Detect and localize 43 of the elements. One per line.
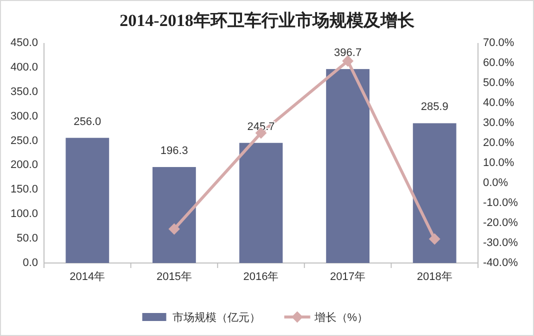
y2-tick-label: 40.0% (483, 97, 514, 109)
y2-tick-label: -30.0% (483, 237, 518, 249)
point (429, 234, 440, 244)
y2-tick-label: 10.0% (483, 157, 514, 169)
y-tick-label: 50.0 (16, 232, 38, 245)
x-tick-label: 2018年 (416, 271, 452, 283)
y2-tick-label: -10.0% (483, 197, 518, 209)
y-tick-label: 300.0 (10, 110, 38, 122)
bar (239, 142, 283, 263)
y-tick-label: 350.0 (10, 86, 38, 98)
y-tick-label: 450.0 (10, 37, 38, 49)
y2-tick-label: 50.0% (483, 77, 514, 89)
y-tick-label: 100.0 (10, 208, 38, 220)
point (342, 56, 354, 66)
y2-tick-label: 60.0% (483, 57, 514, 69)
data-label: 285.9 (420, 101, 448, 114)
y2-tick-label: 20.0% (483, 137, 514, 149)
y2-tick-label: -40.0% (483, 257, 518, 269)
y2-tick-label: 0.0% (483, 177, 508, 189)
x-tick-label: 2014年 (70, 271, 106, 283)
legend-label: 增长（%） (313, 311, 368, 324)
data-label: 256.0 (74, 116, 102, 128)
bar (412, 123, 456, 263)
y2-tick-label: 70.0% (483, 37, 514, 49)
y2-tick-label: -20.0% (483, 217, 518, 229)
legend-label: 市场规模（亿元） (172, 311, 260, 324)
x-tick-label: 2015年 (156, 271, 192, 283)
point (168, 224, 180, 234)
y-tick-label: 400.0 (10, 61, 38, 74)
chart-title: 2014-2018年环卫车行业市场规模及增长 (120, 11, 416, 30)
x-tick-label: 2016年 (243, 271, 279, 283)
y-tick-label: 0.0 (22, 257, 38, 269)
y-tick-label: 200.0 (10, 159, 38, 172)
data-label: 245.7 (247, 120, 275, 133)
data-label: 196.3 (160, 145, 188, 158)
y2-tick-label: 30.0% (483, 117, 514, 129)
x-tick-label: 2017年 (330, 271, 366, 283)
y-tick-label: 250.0 (10, 134, 38, 147)
y-tick-label: 150.0 (10, 184, 38, 196)
bar (66, 138, 110, 263)
bar (152, 167, 196, 263)
data-label: 396.7 (334, 47, 362, 60)
bar (326, 69, 370, 263)
